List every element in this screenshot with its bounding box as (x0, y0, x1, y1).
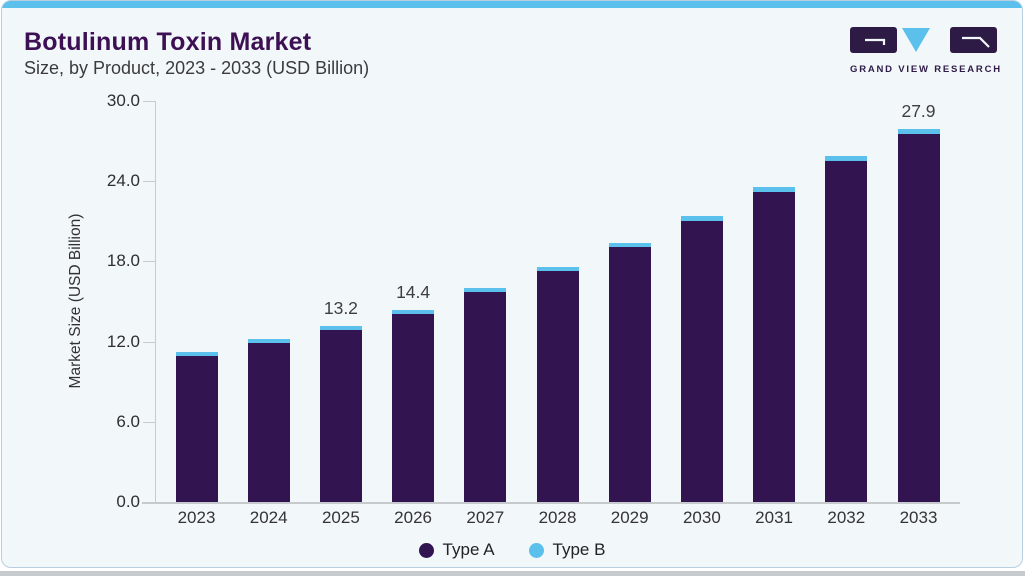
bar-2023-segment-type-a (175, 356, 218, 502)
bar-2025-segment-type-b (319, 325, 362, 330)
bar-2024-segment-type-a (247, 342, 290, 502)
bar-chart: Market Size (USD Billion) 0.0 6.0 12.0 18.0… (2, 1, 1022, 567)
bar-2033 (897, 129, 940, 502)
y-tick-label: 12.0 (106, 331, 140, 351)
bar-2027-segment-type-b (464, 288, 507, 293)
legend-dot-type-a (418, 542, 434, 558)
x-tick-label-2023: 2023 (177, 508, 216, 527)
bar-2027 (464, 288, 507, 502)
x-tick-label-2027: 2027 (466, 508, 505, 527)
bar-2026 (392, 309, 435, 502)
y-tick-label: 0.0 (116, 492, 140, 511)
bar-2031-segment-type-a (753, 191, 796, 502)
bar-2032 (825, 155, 868, 502)
x-tick-label-2024: 2024 (249, 508, 288, 527)
y-tick-mark (143, 421, 155, 423)
x-tick-label-2025: 2025 (321, 508, 360, 527)
bar-2030-segment-type-a (680, 220, 723, 502)
grand-view-research-logo: GRAND VIEW RESEARCH (850, 27, 1002, 75)
bar-2030 (680, 215, 723, 502)
bar-2032-segment-type-a (825, 161, 868, 502)
y-tick-label: 30.0 (106, 91, 140, 110)
bar-2027-segment-type-a (464, 292, 507, 502)
bar-value-label-2026: 14.4 (396, 281, 431, 302)
x-tick-label-2030: 2030 (682, 508, 721, 527)
y-tick-mark (143, 261, 155, 263)
logo-caption: GRAND VIEW RESEARCH (850, 64, 1002, 75)
bar-2024 (247, 338, 290, 502)
y-tick-label: 6.0 (116, 411, 140, 431)
bar-2026-segment-type-b (392, 309, 435, 314)
bar-value-label-2025: 13.2 (323, 297, 358, 318)
bar-2032-segment-type-b (825, 155, 868, 162)
bar-2029-segment-type-a (608, 247, 651, 502)
bar-2030-segment-type-b (680, 215, 723, 221)
y-axis-title: Market Size (USD Billion) (67, 213, 84, 389)
x-tick-label-2026: 2026 (394, 508, 432, 527)
card-top-accent-bar (2, 1, 1022, 8)
bar-2026-segment-type-a (392, 313, 435, 502)
y-tick-label: 18.0 (106, 251, 140, 271)
bar-2031 (753, 186, 796, 502)
x-axis-line (142, 502, 960, 504)
bar-2023 (175, 352, 218, 502)
bar-2028-segment-type-a (536, 271, 579, 502)
bar-2033-segment-type-b (897, 129, 940, 135)
page-title: Botulinum Toxin Market (24, 28, 312, 56)
bar-2028-segment-type-b (536, 266, 579, 272)
legend-dot-type-b (528, 542, 544, 558)
bar-2029 (608, 242, 651, 502)
bar-2023-segment-type-b (175, 352, 218, 357)
x-tick-label-2031: 2031 (755, 508, 793, 527)
bar-2025 (319, 325, 362, 502)
x-tick-label-2033: 2033 (899, 508, 938, 527)
bar-2025-segment-type-a (319, 329, 362, 502)
x-tick-label-2029: 2029 (610, 508, 649, 527)
legend-item-type-a: Type A (418, 540, 495, 560)
bar-value-label-2033: 27.9 (901, 101, 936, 122)
bar-2029-segment-type-b (608, 242, 651, 248)
y-tick-mark (143, 341, 155, 343)
logo-icon (850, 27, 997, 53)
y-axis-line (155, 101, 156, 502)
y-tick-mark (143, 101, 155, 102)
bar-2033-segment-type-a (897, 134, 940, 502)
legend-label: Type A (442, 540, 495, 559)
legend-label: Type B (552, 540, 606, 559)
page-bottom-divider (0, 571, 1025, 576)
chart-legend: Type A Type B (2, 540, 1022, 560)
y-tick-mark (143, 502, 155, 503)
x-tick-label-2032: 2032 (827, 508, 866, 527)
page-subtitle: Size, by Product, 2023 - 2033 (USD Billi… (24, 58, 370, 78)
legend-item-type-b: Type B (528, 540, 606, 560)
y-tick-label: 24.0 (106, 171, 140, 191)
y-tick-mark (143, 181, 155, 183)
bar-2028 (536, 266, 579, 502)
bar-2031-segment-type-b (753, 186, 796, 192)
x-tick-label-2028: 2028 (538, 508, 577, 527)
bar-2024-segment-type-b (247, 338, 290, 343)
